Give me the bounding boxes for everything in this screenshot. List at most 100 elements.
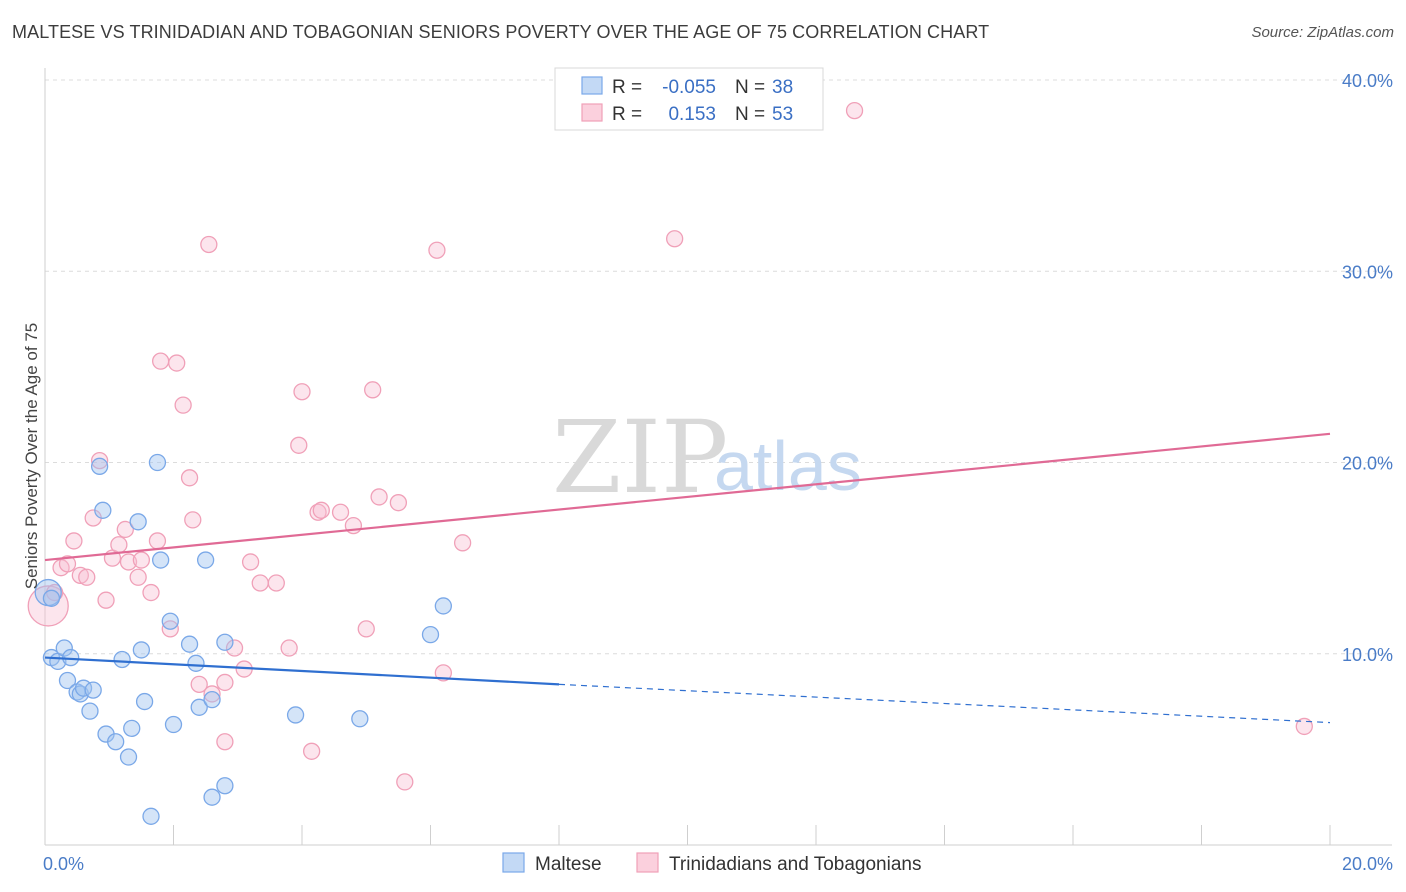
y-tick-label: 20.0% bbox=[1342, 454, 1393, 474]
trinidadian-point bbox=[280, 639, 298, 657]
trinidadian-point bbox=[290, 436, 308, 454]
legend-n-label-2: N = bbox=[735, 104, 765, 125]
trinidadian-point bbox=[132, 551, 151, 569]
legend-n-label-1: N = bbox=[735, 77, 765, 98]
trinidadian-point bbox=[148, 532, 167, 550]
axes bbox=[44, 68, 1392, 846]
maltese-point bbox=[94, 501, 112, 519]
legend-swatch-trinidadian bbox=[581, 103, 603, 122]
bottom-legend-swatch-maltese bbox=[502, 852, 525, 873]
maltese-point bbox=[164, 715, 183, 734]
trinidadian-point bbox=[428, 241, 446, 259]
legend-r-value-2: 0.153 bbox=[668, 104, 716, 125]
y-tick-labels: 10.0% 20.0% 30.0% 40.0% bbox=[1342, 71, 1393, 665]
trinidadian-point bbox=[174, 396, 192, 414]
trinidadian-point bbox=[396, 773, 414, 791]
trinidadian-point bbox=[370, 488, 388, 506]
maltese-point bbox=[123, 719, 141, 737]
bottom-legend-label-maltese: Maltese bbox=[535, 854, 602, 875]
maltese-point bbox=[187, 654, 205, 672]
maltese-point bbox=[135, 692, 154, 711]
maltese-point bbox=[84, 681, 102, 699]
maltese-trend-line bbox=[44, 656, 560, 686]
trinidadian-point bbox=[203, 685, 221, 703]
maltese-point bbox=[216, 777, 234, 795]
y-tick-label: 40.0% bbox=[1342, 71, 1393, 91]
trinidadian-point bbox=[168, 354, 186, 372]
series-legend: Maltese Trinidadians and Tobagonians bbox=[502, 852, 921, 875]
maltese-point bbox=[113, 650, 131, 669]
trinidadian-point bbox=[184, 511, 202, 529]
trinidadian-point bbox=[97, 591, 115, 609]
trinidadian-point bbox=[180, 469, 199, 487]
trinidadian-point bbox=[364, 381, 382, 399]
trend-lines bbox=[44, 432, 1331, 724]
trinidadian-point bbox=[845, 101, 864, 120]
maltese-point bbox=[148, 453, 167, 472]
maltese-trend-extension bbox=[558, 683, 1331, 724]
trinidadian-point bbox=[110, 536, 128, 554]
trinidadian-point bbox=[302, 742, 321, 760]
maltese-point bbox=[190, 698, 208, 716]
gridlines bbox=[45, 79, 1392, 655]
maltese-point bbox=[180, 635, 199, 653]
trinidadian-trend-line bbox=[44, 432, 1331, 562]
maltese-point bbox=[434, 597, 453, 615]
trinidadian-point bbox=[225, 639, 244, 657]
maltese-point bbox=[203, 691, 221, 709]
x-tick-label: 20.0% bbox=[1342, 854, 1393, 874]
trinidadian-point bbox=[267, 574, 285, 592]
maltese-point bbox=[203, 788, 221, 806]
legend-r-value-1: -0.055 bbox=[662, 77, 716, 98]
trinidadian-point bbox=[666, 230, 684, 248]
maltese-point bbox=[119, 748, 138, 766]
trinidadian-point bbox=[251, 574, 269, 592]
bottom-legend-swatch-trinidadian bbox=[636, 852, 659, 873]
legend-swatch-maltese bbox=[581, 76, 603, 95]
trinidadian-point bbox=[129, 568, 147, 586]
correlation-legend: R = -0.055 N = 38 R = 0.153 N = 53 bbox=[554, 67, 824, 131]
trinidadian-point bbox=[78, 568, 96, 586]
watermark-atlas: atlas bbox=[714, 427, 862, 505]
trinidadian-point bbox=[151, 352, 170, 370]
trinidadian-point bbox=[190, 675, 208, 693]
series-maltese-points bbox=[34, 453, 453, 825]
legend-r-label-2: R = bbox=[612, 104, 642, 125]
legend-n-value-2: 53 bbox=[772, 104, 793, 125]
trinidadian-point bbox=[241, 553, 260, 571]
trinidadian-point bbox=[90, 451, 109, 470]
maltese-point bbox=[286, 706, 305, 724]
trinidadian-point bbox=[293, 383, 311, 401]
maltese-point bbox=[216, 633, 234, 651]
maltese-point bbox=[151, 551, 170, 569]
x-tick-labels: 0.0% 20.0% bbox=[43, 854, 1393, 874]
trinidadian-point bbox=[389, 494, 408, 512]
trinidadian-point bbox=[71, 566, 89, 584]
y-axis-label: Seniors Poverty Over the Age of 75 bbox=[22, 323, 41, 589]
bottom-legend-label-trinidadian: Trinidadians and Tobagonians bbox=[669, 854, 921, 875]
maltese-point bbox=[90, 457, 109, 475]
chart-title: MALTESE VS TRINIDADIAN AND TOBAGONIAN SE… bbox=[12, 22, 990, 42]
trinidadian-point bbox=[200, 235, 218, 254]
maltese-point bbox=[196, 551, 215, 569]
maltese-point bbox=[58, 671, 77, 690]
maltese-point bbox=[132, 641, 151, 659]
trinidadian-point bbox=[116, 520, 134, 539]
maltese-point bbox=[81, 702, 99, 720]
maltese-point bbox=[142, 807, 160, 825]
maltese-point bbox=[42, 589, 61, 607]
trinidadian-point bbox=[216, 673, 234, 692]
maltese-point bbox=[107, 733, 125, 751]
y-tick-label: 10.0% bbox=[1342, 645, 1393, 665]
trinidadian-point bbox=[357, 620, 375, 638]
y-tick-label: 30.0% bbox=[1342, 262, 1393, 282]
legend-r-label-1: R = bbox=[612, 77, 642, 98]
x-tick-label: 0.0% bbox=[43, 854, 84, 874]
trinidadian-point bbox=[142, 583, 160, 602]
trinidadian-point bbox=[453, 534, 472, 552]
trinidadian-point bbox=[65, 532, 83, 550]
trinidadian-point bbox=[312, 501, 330, 519]
trinidadian-point bbox=[58, 555, 77, 573]
trinidadian-point bbox=[1295, 717, 1313, 736]
